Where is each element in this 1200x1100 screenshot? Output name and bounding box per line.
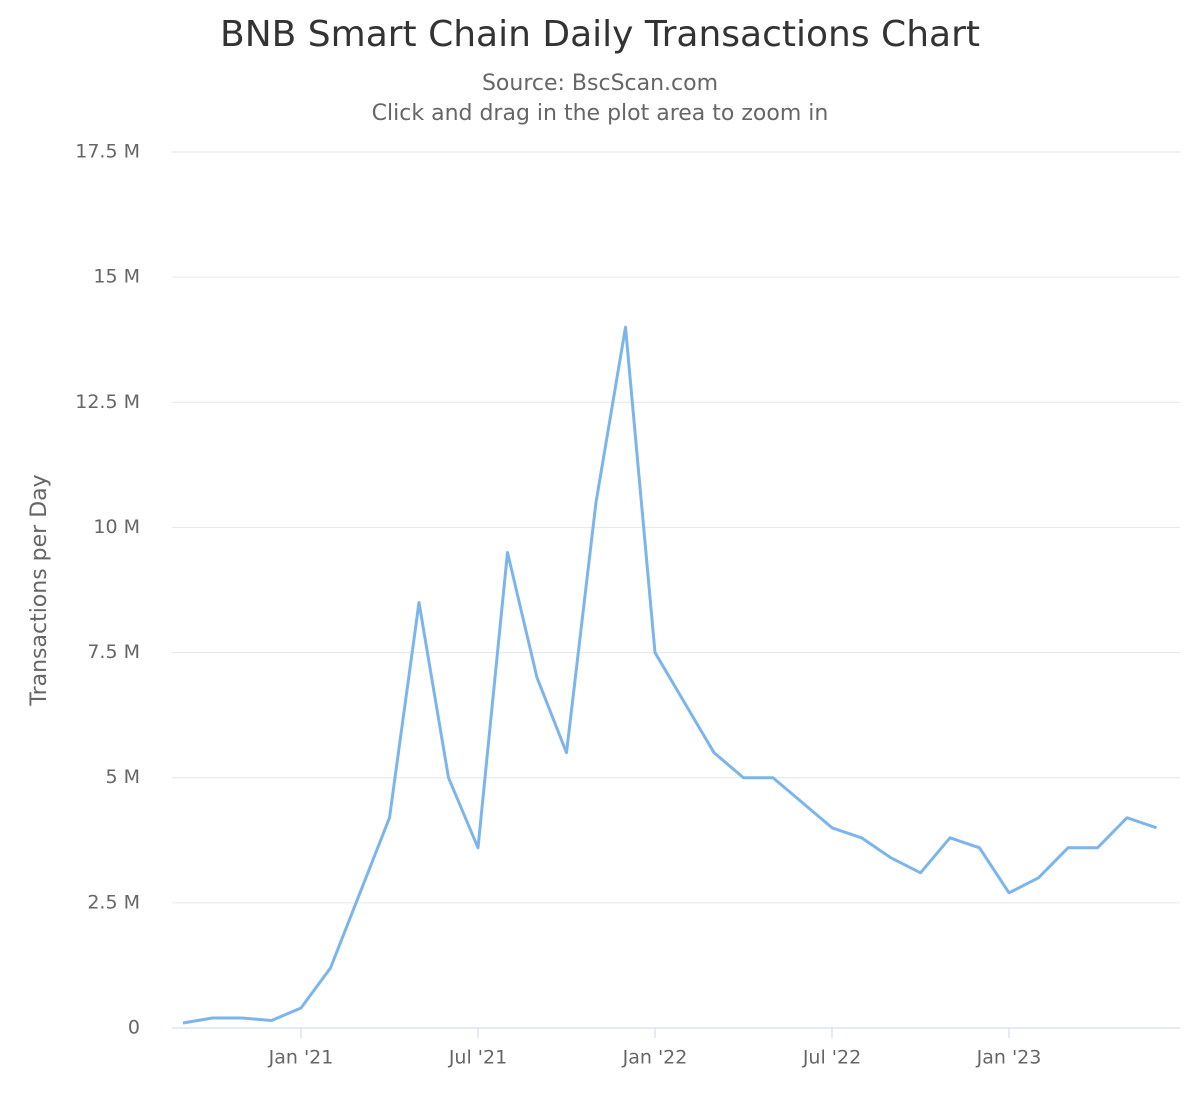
y-tick-label: 0 [128,1017,140,1039]
x-tick-label: Jan '22 [622,1047,688,1069]
y-tick-label: 17.5 M [75,141,140,163]
y-tick-label: 7.5 M [87,641,140,663]
y-axis-label: Transactions per Day [27,474,52,706]
y-tick-label: 5 M [105,766,140,788]
x-tick-label: Jul '22 [802,1047,861,1069]
y-tick-label: 15 M [93,266,140,288]
x-tick-label: Jan '23 [976,1047,1042,1069]
x-tick-label: Jul '21 [448,1047,507,1069]
chart-title: BNB Smart Chain Daily Transactions Chart [220,14,980,55]
series-line [182,325,1157,1025]
subtitle: Source: BscScan.com [482,71,718,96]
y-tick-label: 10 M [93,516,140,538]
y-tick-label: 12.5 M [75,391,140,413]
x-tick-label: Jan '21 [268,1047,334,1069]
y-tick-label: 2.5 M [87,891,140,913]
subtitle: Click and drag in the plot area to zoom … [372,101,829,126]
